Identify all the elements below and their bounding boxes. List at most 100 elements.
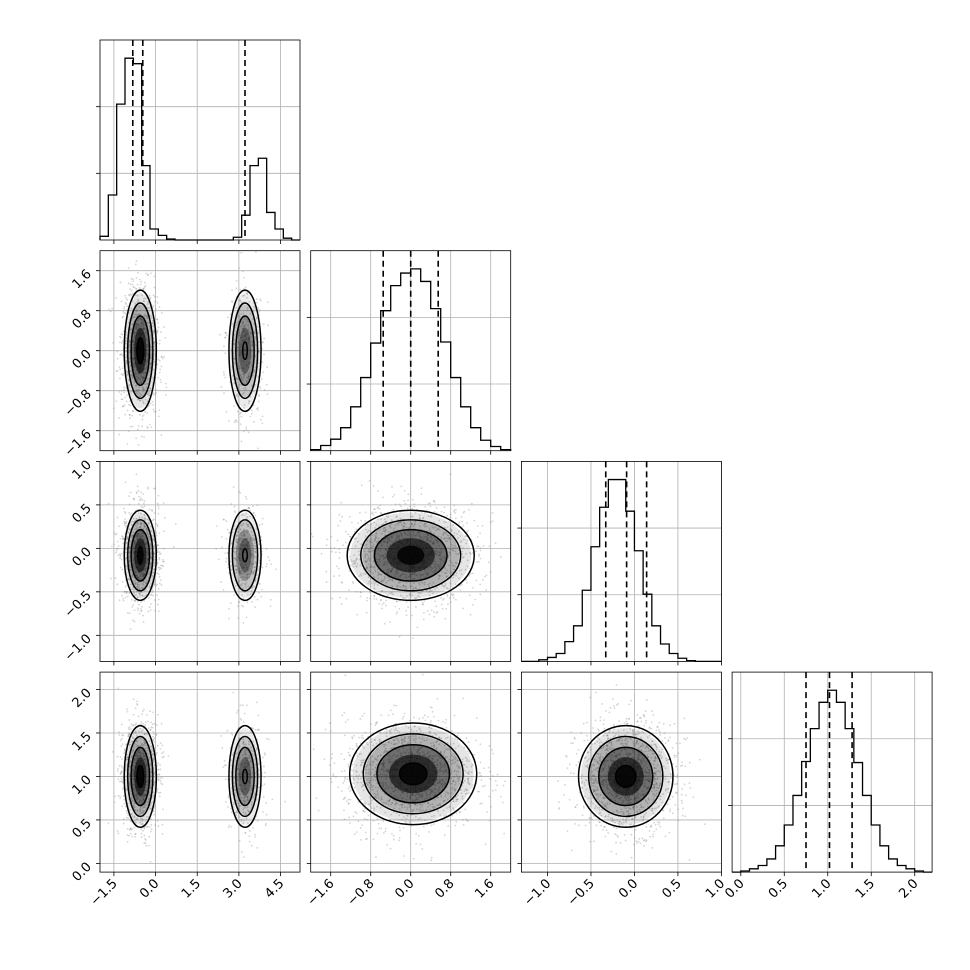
scatter-point (249, 353, 252, 356)
scatter-point (133, 332, 136, 335)
scatter-point (142, 574, 145, 576)
scatter-point (238, 526, 240, 528)
scatter-point (262, 371, 264, 374)
scatter-point (128, 403, 130, 406)
scatter-point (252, 305, 255, 308)
scatter-point (255, 316, 258, 319)
scatter-point (422, 603, 425, 606)
scatter-point (239, 571, 242, 574)
scatter-point (247, 525, 250, 528)
scatter-point (248, 375, 250, 378)
scatter-point (241, 295, 244, 297)
scatter-point (256, 793, 259, 796)
scatter-point (391, 536, 393, 538)
scatter-point (400, 485, 403, 488)
contour-line (123, 289, 158, 413)
scatter-point (242, 387, 245, 390)
scatter-point (479, 532, 482, 535)
scatter-point (157, 512, 160, 515)
scatter-point (383, 555, 386, 558)
scatter-point (405, 609, 408, 612)
scatter-point (441, 559, 444, 562)
scatter-point (448, 597, 451, 600)
scatter-point (124, 590, 127, 593)
scatter-point (243, 348, 246, 351)
scatter-point (158, 339, 161, 342)
scatter-point (352, 580, 354, 583)
scatter-point (140, 575, 142, 578)
scatter-point (148, 394, 151, 397)
scatter-point (123, 522, 126, 525)
scatter-point (146, 558, 149, 561)
scatter-point (454, 508, 457, 511)
scatter-point (461, 520, 463, 523)
scatter-point (120, 552, 123, 555)
scatter-point (160, 434, 163, 437)
scatter-point (134, 263, 137, 266)
scatter-point (364, 520, 367, 522)
scatter-point (241, 327, 244, 330)
scatter-point (446, 540, 449, 543)
scatter-point (110, 577, 112, 580)
scatter-point (388, 540, 391, 543)
scatter-point (244, 576, 246, 579)
scatter-point (254, 383, 257, 386)
density-panel-1-0 (100, 250, 300, 451)
scatter-point (134, 540, 136, 543)
scatter-point (145, 386, 148, 389)
scatter-point (133, 599, 136, 602)
scatter-point (127, 267, 130, 269)
scatter-point (244, 349, 247, 352)
scatter-point (143, 522, 145, 525)
scatter-point (138, 536, 141, 539)
scatter-point (138, 395, 141, 398)
scatter-point (132, 497, 135, 500)
scatter-point (381, 543, 384, 546)
scatter-point (373, 521, 376, 524)
scatter-point (367, 576, 370, 578)
scatter-point (144, 543, 147, 545)
scatter-point (134, 331, 137, 334)
scatter-point (126, 812, 129, 815)
scatter-point (249, 357, 252, 360)
scatter-point (246, 546, 249, 548)
scatter-point (422, 517, 424, 520)
scatter-point (240, 551, 243, 554)
scatter-point (126, 373, 129, 376)
scatter-point (127, 385, 130, 388)
scatter-point (118, 553, 121, 555)
scatter-point (246, 543, 249, 546)
scatter-point (238, 332, 241, 334)
scatter-point (368, 580, 371, 583)
scatter-point (135, 388, 138, 391)
scatter-point (241, 270, 244, 273)
scatter-point (248, 340, 251, 343)
scatter-point (128, 578, 131, 580)
scatter-point (260, 378, 263, 381)
scatter-point (152, 519, 154, 522)
contour-line (228, 289, 262, 413)
scatter-point (424, 571, 427, 574)
scatter-point (241, 582, 244, 585)
scatter-point (374, 570, 377, 573)
scatter-point (387, 579, 390, 582)
scatter-point (241, 372, 244, 375)
scatter-point (433, 570, 436, 572)
scatter-point (469, 613, 472, 616)
scatter-point (129, 792, 132, 795)
scatter-point (138, 517, 141, 520)
scatter-point (150, 770, 153, 773)
scatter-point (145, 346, 148, 348)
scatter-point (245, 323, 247, 326)
scatter-point (430, 537, 433, 540)
scatter-point (255, 701, 258, 704)
scatter-point (156, 318, 159, 321)
scatter-point (140, 505, 143, 508)
scatter-point (137, 577, 140, 579)
scatter-point (421, 582, 424, 584)
scatter-point (371, 541, 373, 544)
scatter-point (401, 596, 404, 599)
scatter-point (246, 292, 249, 295)
scatter-point (454, 561, 457, 564)
scatter-point (373, 540, 376, 542)
